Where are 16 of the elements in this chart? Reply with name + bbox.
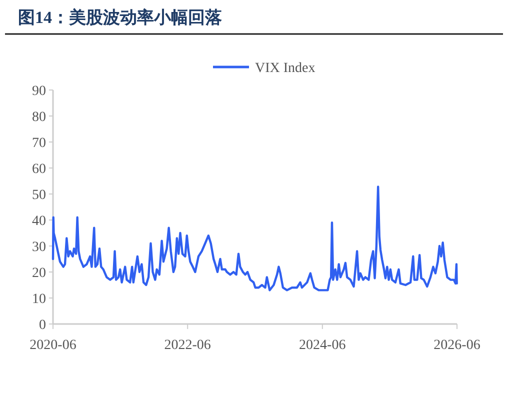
y-tick-label: 60 xyxy=(32,162,46,177)
y-tick-label: 10 xyxy=(32,292,46,307)
y-tick-label: 40 xyxy=(32,214,46,229)
y-tick-label: 80 xyxy=(32,110,46,125)
y-tick-label: 70 xyxy=(32,136,46,151)
x-tick-label: 2022-06 xyxy=(164,338,211,353)
chart-title: 图14：美股波动率小幅回落 xyxy=(18,8,222,27)
legend-label: VIX Index xyxy=(255,61,316,76)
x-tick-label: 2026-06 xyxy=(434,338,480,353)
y-tick-label: 20 xyxy=(32,266,46,281)
x-tick-label: 2024-06 xyxy=(299,338,346,353)
y-tick-label: 90 xyxy=(32,84,46,99)
x-tick-label: 2020-06 xyxy=(30,338,76,353)
y-tick-label: 0 xyxy=(39,318,46,333)
y-tick-label: 30 xyxy=(32,240,46,255)
y-tick-label: 50 xyxy=(32,188,46,203)
